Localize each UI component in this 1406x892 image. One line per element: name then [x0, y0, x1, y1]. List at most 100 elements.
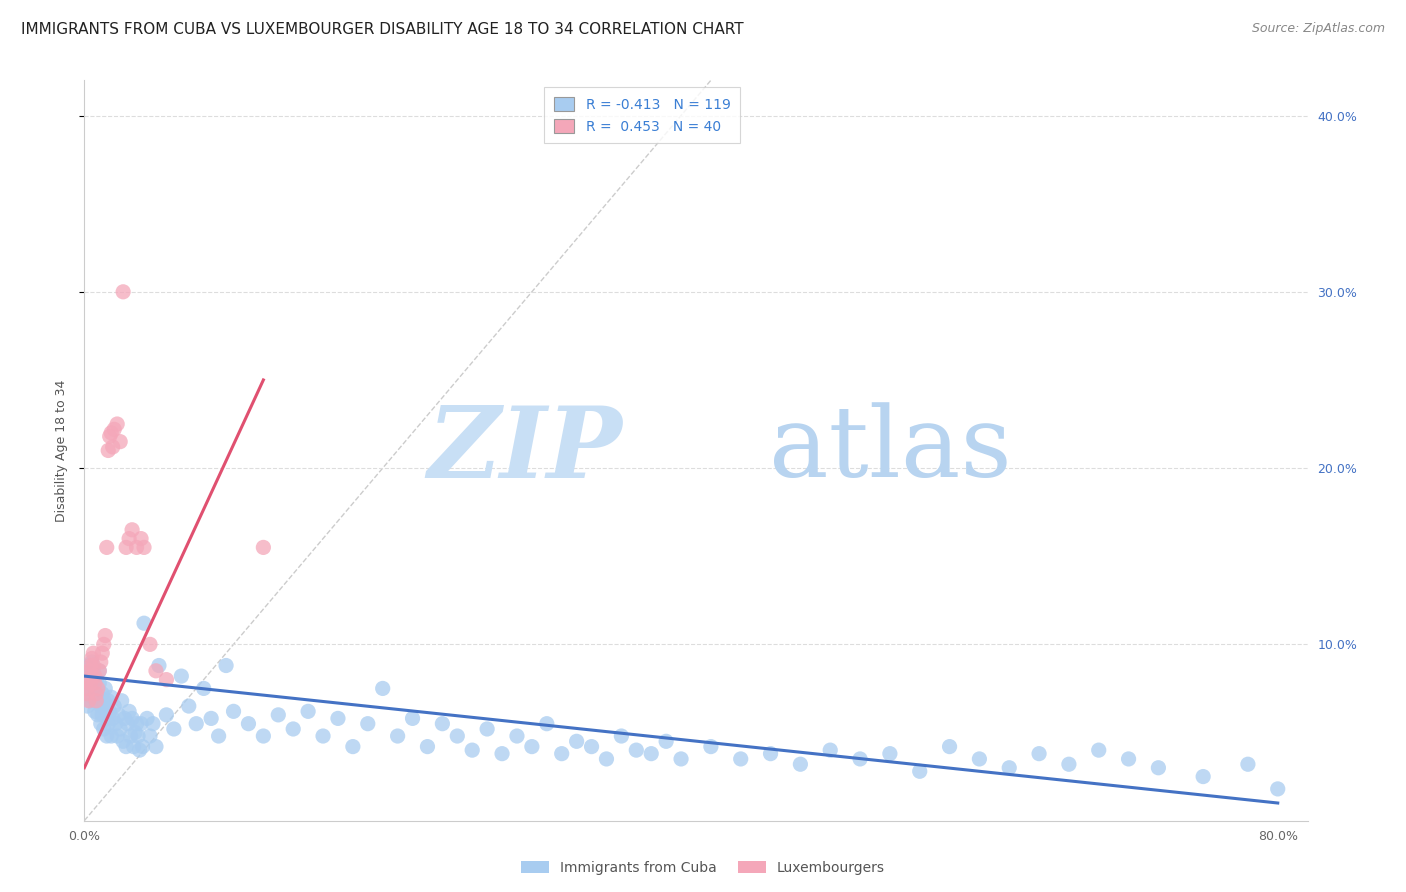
Point [108, 434, 131, 449]
Point [100, 690, 122, 705]
Point [93, 722, 115, 736]
Point [75, 681, 97, 696]
Point [125, 541, 148, 555]
Point [115, 739, 138, 754]
Point [252, 541, 274, 555]
Point [640, 747, 662, 761]
Point [111, 694, 134, 708]
Point [297, 704, 319, 718]
Point [84, 694, 107, 708]
Point [90, 655, 112, 669]
Point [121, 523, 143, 537]
Point [818, 743, 841, 757]
Point [129, 716, 152, 731]
Text: atlas: atlas [769, 402, 1012, 499]
Point [79, 658, 101, 673]
Point [82, 658, 104, 673]
Point [97, 443, 120, 458]
Point [177, 699, 200, 714]
Point [97, 694, 120, 708]
Point [131, 739, 153, 754]
Text: IMMIGRANTS FROM CUBA VS LUXEMBOURGER DISABILITY AGE 18 TO 34 CORRELATION CHART: IMMIGRANTS FROM CUBA VS LUXEMBOURGER DIS… [21, 22, 744, 37]
Point [96, 704, 118, 718]
Legend: R = -0.413   N = 119, R =  0.453   N = 40: R = -0.413 N = 119, R = 0.453 N = 40 [544, 87, 740, 144]
Point [139, 729, 162, 743]
Point [139, 637, 162, 651]
Point [121, 711, 143, 725]
Point [90, 716, 112, 731]
Point [105, 729, 128, 743]
Point [83, 669, 105, 683]
Point [76, 669, 98, 683]
Point [118, 704, 141, 718]
Point [103, 699, 125, 714]
Point [357, 716, 380, 731]
Text: ZIP: ZIP [427, 402, 623, 499]
Point [759, 747, 782, 761]
Point [96, 729, 118, 743]
Point [491, 747, 513, 761]
Point [104, 716, 127, 731]
Point [879, 747, 901, 761]
Point [669, 752, 692, 766]
Point [1267, 781, 1289, 796]
Point [101, 440, 124, 454]
Point [238, 716, 260, 731]
Point [163, 722, 186, 736]
Point [312, 729, 335, 743]
Point [82, 690, 104, 705]
Point [89, 676, 111, 690]
Point [1118, 752, 1140, 766]
Point [155, 673, 177, 687]
Point [93, 694, 115, 708]
Point [283, 722, 305, 736]
Point [155, 707, 177, 722]
Point [186, 716, 208, 731]
Point [520, 739, 543, 754]
Point [610, 729, 633, 743]
Point [551, 747, 574, 761]
Point [112, 734, 135, 748]
Point [207, 729, 229, 743]
Point [84, 694, 107, 708]
Point [97, 716, 120, 731]
Point [96, 541, 118, 555]
Point [145, 739, 167, 754]
Point [84, 687, 107, 701]
Point [446, 729, 468, 743]
Point [80, 676, 103, 690]
Point [112, 285, 135, 299]
Point [969, 752, 991, 766]
Point [1147, 761, 1170, 775]
Point [170, 669, 193, 683]
Point [80, 655, 103, 669]
Point [145, 664, 167, 678]
Point [76, 699, 98, 714]
Point [267, 707, 290, 722]
Point [387, 729, 409, 743]
Point [938, 739, 960, 754]
Point [125, 716, 148, 731]
Point [536, 716, 558, 731]
Point [998, 761, 1021, 775]
Point [77, 658, 100, 673]
Point [132, 616, 155, 631]
Point [80, 669, 103, 683]
Legend: Immigrants from Cuba, Luxembourgers: Immigrants from Cuba, Luxembourgers [516, 855, 890, 880]
Point [98, 704, 121, 718]
Point [475, 722, 498, 736]
Point [89, 664, 111, 678]
Point [326, 711, 349, 725]
Point [83, 681, 105, 696]
Point [100, 425, 122, 440]
Point [120, 729, 142, 743]
Point [124, 725, 146, 739]
Point [730, 752, 752, 766]
Point [148, 658, 170, 673]
Point [1057, 757, 1080, 772]
Point [79, 676, 101, 690]
Point [91, 646, 114, 660]
Point [700, 739, 723, 754]
Point [89, 664, 111, 678]
Point [90, 699, 112, 714]
